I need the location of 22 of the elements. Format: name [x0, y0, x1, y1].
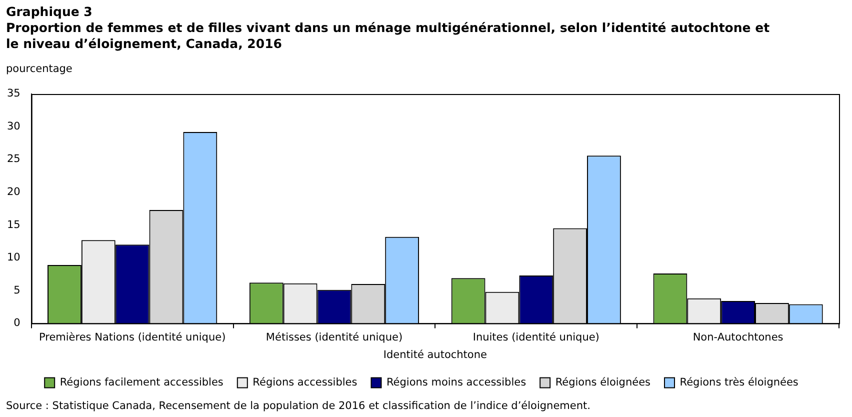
legend-label: Régions éloignées	[555, 376, 651, 388]
x-axis-title: Identité autochtone	[383, 348, 487, 361]
x-tick-label: Inuites (identité unique)	[472, 331, 600, 344]
y-axis-title: pourcentage	[6, 63, 72, 75]
source-note: Source : Statistique Canada, Recensement de la population de 2016 et classification de l’indice d’éloignement.	[6, 400, 590, 412]
y-tick-label: 15	[6, 218, 20, 231]
chart-subtitle: Proportion de femmes et de filles vivant dans un ménage multigénérationnel, selon l’identité autochtone et le niveau d’éloignement, Canada, 2016	[6, 20, 771, 52]
chart-title: Graphique 3	[6, 4, 94, 20]
legend-label: Régions très éloignées	[680, 376, 798, 388]
y-tick-label: 25	[6, 153, 20, 166]
y-tick-label: 5	[14, 284, 20, 296]
legend-label: Régions moins accessibles	[386, 376, 526, 388]
y-tick-label: 10	[6, 252, 20, 264]
legend-label: Régions facilement accessibles	[60, 376, 224, 388]
legend-label: Régions accessibles	[252, 376, 358, 388]
y-tick-label: 20	[6, 186, 20, 198]
x-tick-label: Métisses (identité unique)	[266, 331, 403, 344]
y-tick-label: 35	[6, 88, 20, 100]
x-tick-label: Premières Nations (identité unique)	[38, 331, 226, 344]
x-tick-label: Non-Autochtones	[692, 331, 784, 344]
y-tick-label: 30	[6, 120, 20, 132]
y-tick-label: 0	[14, 317, 20, 330]
